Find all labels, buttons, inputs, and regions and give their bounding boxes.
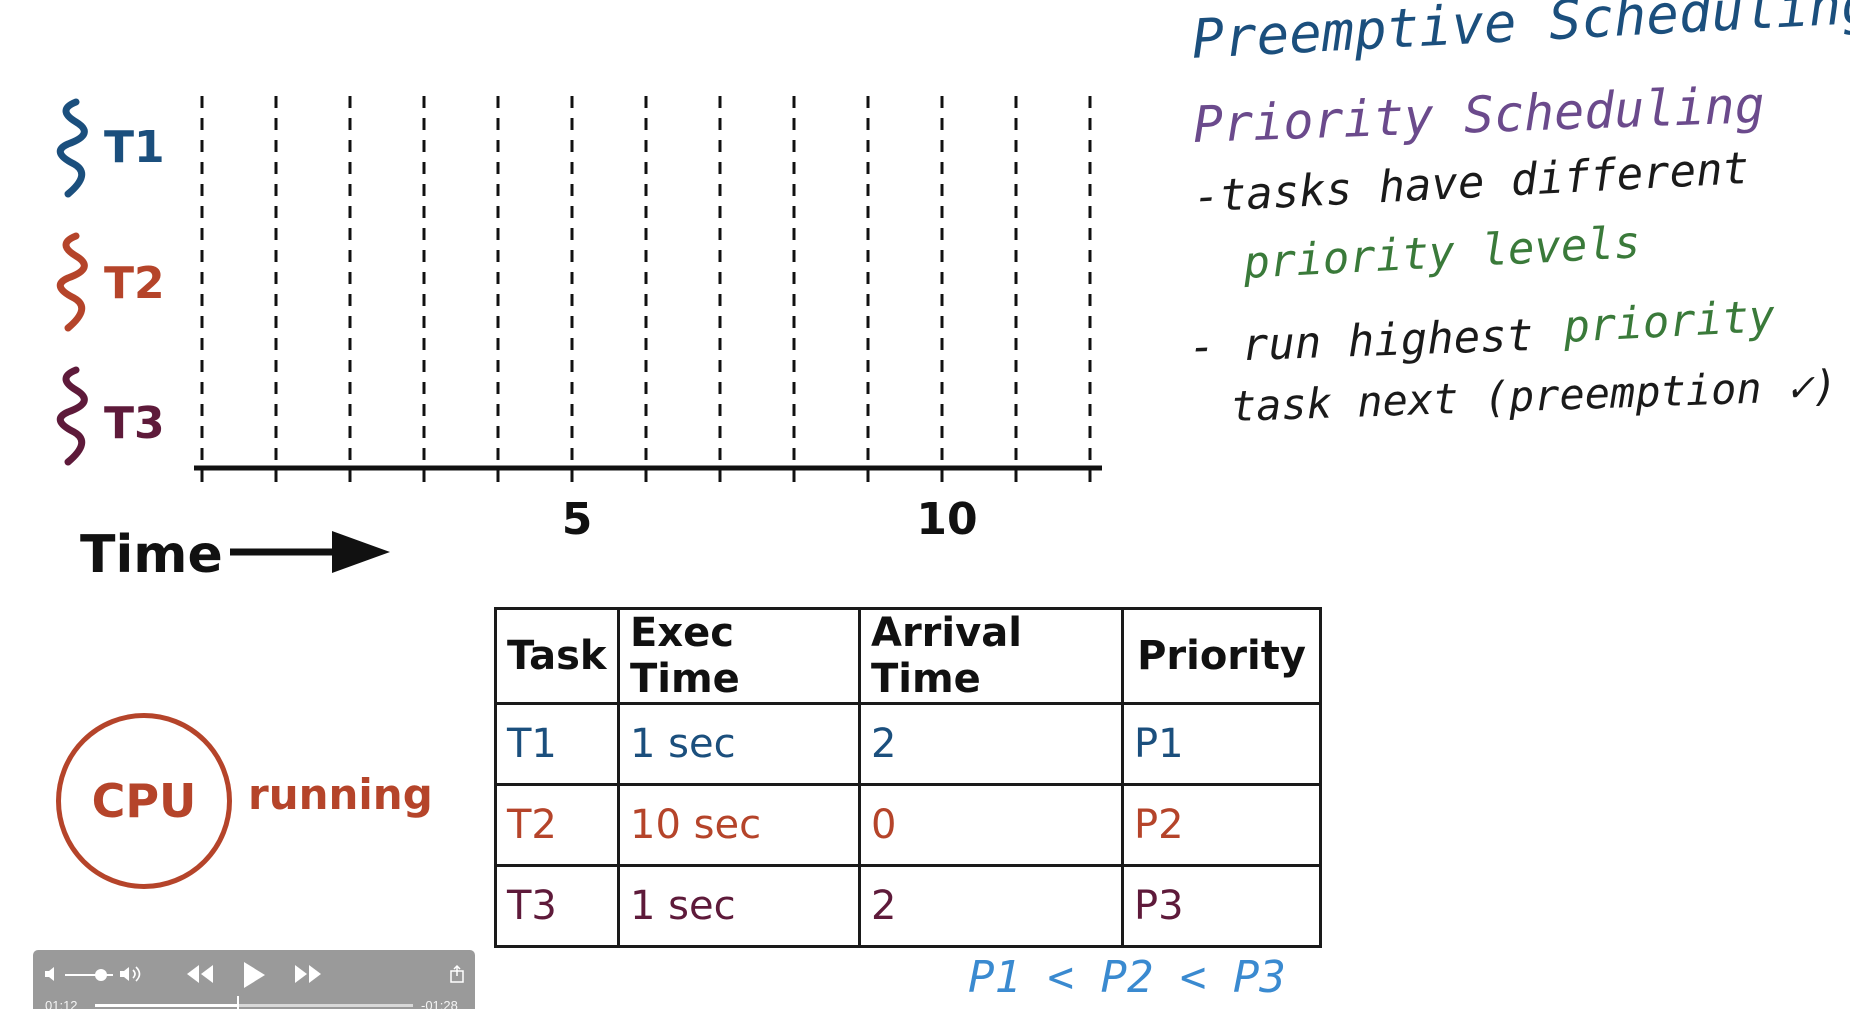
cell-arrival: 2 <box>858 702 1124 786</box>
tick-label-5: 5 <box>561 494 593 545</box>
rewind-icon <box>187 965 213 983</box>
play-icon <box>244 962 265 988</box>
fast-forward-icon <box>295 965 321 983</box>
seek-bar-thumb[interactable] <box>237 996 240 1009</box>
cell-exec: 1 sec <box>617 864 861 948</box>
note-bullet-2a: - run highest <box>1188 309 1534 373</box>
header-task: Task <box>494 607 620 705</box>
video-player-controls: 01:12 -01:28 <box>33 950 475 1009</box>
seek-bar[interactable] <box>95 996 413 1009</box>
header-exec-time: Exec Time <box>617 607 861 705</box>
volume-high-icon[interactable] <box>119 965 145 988</box>
table-row: T2 10 sec 0 P2 <box>494 783 1322 867</box>
cell-priority: P2 <box>1121 783 1322 867</box>
volume-low-icon[interactable] <box>44 965 60 988</box>
note-subtitle: Priority Scheduling <box>1192 76 1766 154</box>
note-bullet-1b: priority levels <box>1242 217 1642 289</box>
play-button[interactable] <box>241 960 267 995</box>
seek-bar-progress <box>95 1004 239 1007</box>
t3-squiggle <box>56 366 88 466</box>
header-priority: Priority <box>1121 607 1322 705</box>
cell-task: T2 <box>494 783 620 867</box>
note-bullet-1a: -tasks have different <box>1192 142 1751 223</box>
cell-priority: P3 <box>1121 864 1322 948</box>
cpu-label: CPU <box>91 774 197 828</box>
timeline-grid <box>194 96 1102 482</box>
cpu-circle: CPU <box>56 713 232 889</box>
t1-squiggle <box>56 98 88 198</box>
time-axis-label: Time <box>80 525 223 585</box>
header-arrival-time: Arrival Time <box>858 607 1124 705</box>
task-label-t3: T3 <box>104 398 165 449</box>
note-title: Preemptive Scheduling <box>1190 0 1850 71</box>
cell-arrival: 0 <box>858 783 1124 867</box>
elapsed-time: 01:12 <box>45 998 78 1009</box>
cell-task: T3 <box>494 864 620 948</box>
remaining-time: -01:28 <box>421 998 458 1009</box>
task-table: Task Exec Time Arrival Time Priority T1 … <box>494 607 1322 948</box>
task-label-t1: T1 <box>104 122 165 173</box>
volume-slider-thumb[interactable] <box>95 969 107 981</box>
cell-task: T1 <box>494 702 620 786</box>
fast-forward-button[interactable] <box>293 963 323 990</box>
task-label-t2: T2 <box>104 258 165 309</box>
note-bullet-2c: task next (preemption ✓) <box>1230 360 1839 431</box>
cell-exec: 1 sec <box>617 702 861 786</box>
table-row: T1 1 sec 2 P1 <box>494 702 1322 786</box>
volume-slider[interactable] <box>65 969 113 981</box>
t2-squiggle <box>56 232 88 332</box>
rewind-button[interactable] <box>185 963 215 990</box>
share-icon <box>450 964 464 983</box>
cell-exec: 10 sec <box>617 783 861 867</box>
cell-priority: P1 <box>1121 702 1322 786</box>
note-bullet-2b: priority <box>1562 290 1777 353</box>
cpu-status: running <box>248 770 433 819</box>
cell-arrival: 2 <box>858 864 1124 948</box>
table-row: T3 1 sec 2 P3 <box>494 864 1322 948</box>
time-arrow-icon <box>230 531 390 573</box>
tick-label-10: 10 <box>916 494 978 545</box>
share-button[interactable] <box>449 964 465 989</box>
priority-order-note: P1 < P2 < P3 <box>968 952 1286 1003</box>
table-header-row: Task Exec Time Arrival Time Priority <box>494 607 1322 705</box>
